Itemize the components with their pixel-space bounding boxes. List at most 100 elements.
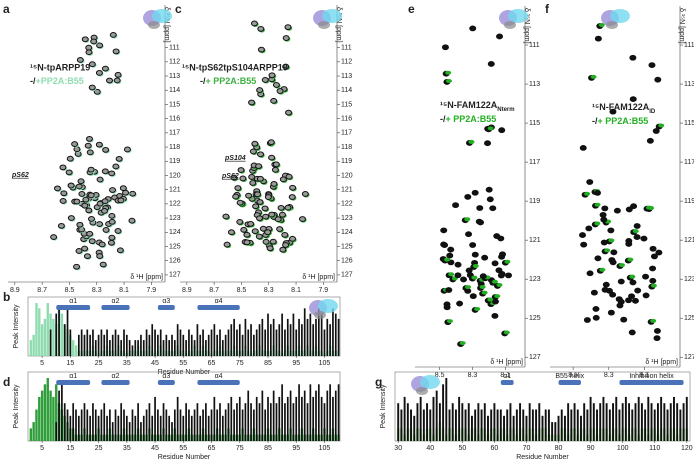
icon-part [606,21,618,29]
bar [128,340,131,356]
bar [123,409,125,441]
peak [272,161,280,168]
bar [162,340,165,356]
bar [131,345,134,356]
peak [441,44,449,51]
x-tick-label: 8.1 [291,287,301,294]
y-tick-label: 120 [341,172,353,179]
bar [269,324,272,356]
bar [74,345,78,356]
peak [254,191,262,198]
bar [106,415,108,441]
peak [487,61,495,67]
bar [519,403,522,441]
spectrum-title: ¹⁵N-tpARPP19 [30,62,90,72]
bar [40,390,44,441]
peak [498,127,506,134]
bar [278,396,281,441]
bar [337,318,340,356]
legend-prefix: -/ [592,116,598,126]
bar [673,396,675,441]
bar [173,340,176,356]
peak [268,211,276,218]
bar [315,390,317,441]
peak [82,196,90,203]
y-tick-label: 111 [684,42,694,49]
x-tick-label: 35 [123,445,131,452]
bar [332,308,334,356]
peak [276,88,284,94]
bar [58,390,60,441]
peak [629,54,637,61]
peak [268,72,276,79]
bar [120,403,123,441]
bar [422,409,425,441]
bar [663,403,666,441]
peak [284,204,292,211]
icon-part [318,21,330,29]
bar [111,334,114,356]
peak [236,219,244,225]
bar [103,403,106,441]
bar [458,396,461,441]
bar [685,396,688,441]
bar [224,334,227,356]
bar [46,303,49,356]
peak [282,242,290,248]
y-tick-label: 126 [169,258,181,265]
y-tick-label: 117 [684,159,694,166]
x-tick-label: 50 [458,445,466,452]
y-axis-label: δ ¹⁵N [ppm] [335,7,342,43]
bar [493,403,496,441]
peak [469,25,477,32]
peak [445,287,453,293]
peak [81,245,89,252]
y-tick-label: 124 [341,229,353,236]
peak [113,77,121,84]
x-tick-label: 85 [264,445,272,452]
bar [63,403,66,441]
bar [196,403,199,441]
peak [112,163,120,170]
bar [83,403,86,441]
peak [60,190,68,197]
peak [284,24,292,31]
bar [216,334,219,356]
peak [248,99,256,106]
peak-bound [472,264,479,269]
panel-letter: e [408,2,415,16]
bar [589,396,592,441]
peak [255,233,263,240]
y-tick-label: 113 [341,73,352,80]
y-tick-label: 122 [341,201,353,208]
peak [648,62,656,68]
helix [157,380,175,385]
icon-part [420,375,440,389]
bar [541,415,544,441]
peak [261,77,269,83]
y-tick-label: 127 [169,272,181,279]
bar [264,329,267,356]
peak [633,223,641,229]
bar [86,329,89,356]
peak [87,192,95,199]
bar [210,409,213,441]
bar [120,340,123,356]
icon-part [322,9,342,23]
panel-letter: d [3,375,10,389]
peak [592,314,600,321]
bar [292,403,295,441]
peak [114,228,122,234]
y-tick-label: 113 [529,81,540,88]
peak [642,292,650,299]
peak [447,246,455,253]
icon-part [318,299,338,313]
y-tick-label: 119 [169,158,180,165]
peak-bound [584,191,591,196]
peak [454,272,462,279]
bar [400,409,403,441]
x-axis-label: Residue Number [516,454,569,461]
peak [227,229,235,236]
peak [268,154,276,161]
peak [600,239,608,246]
